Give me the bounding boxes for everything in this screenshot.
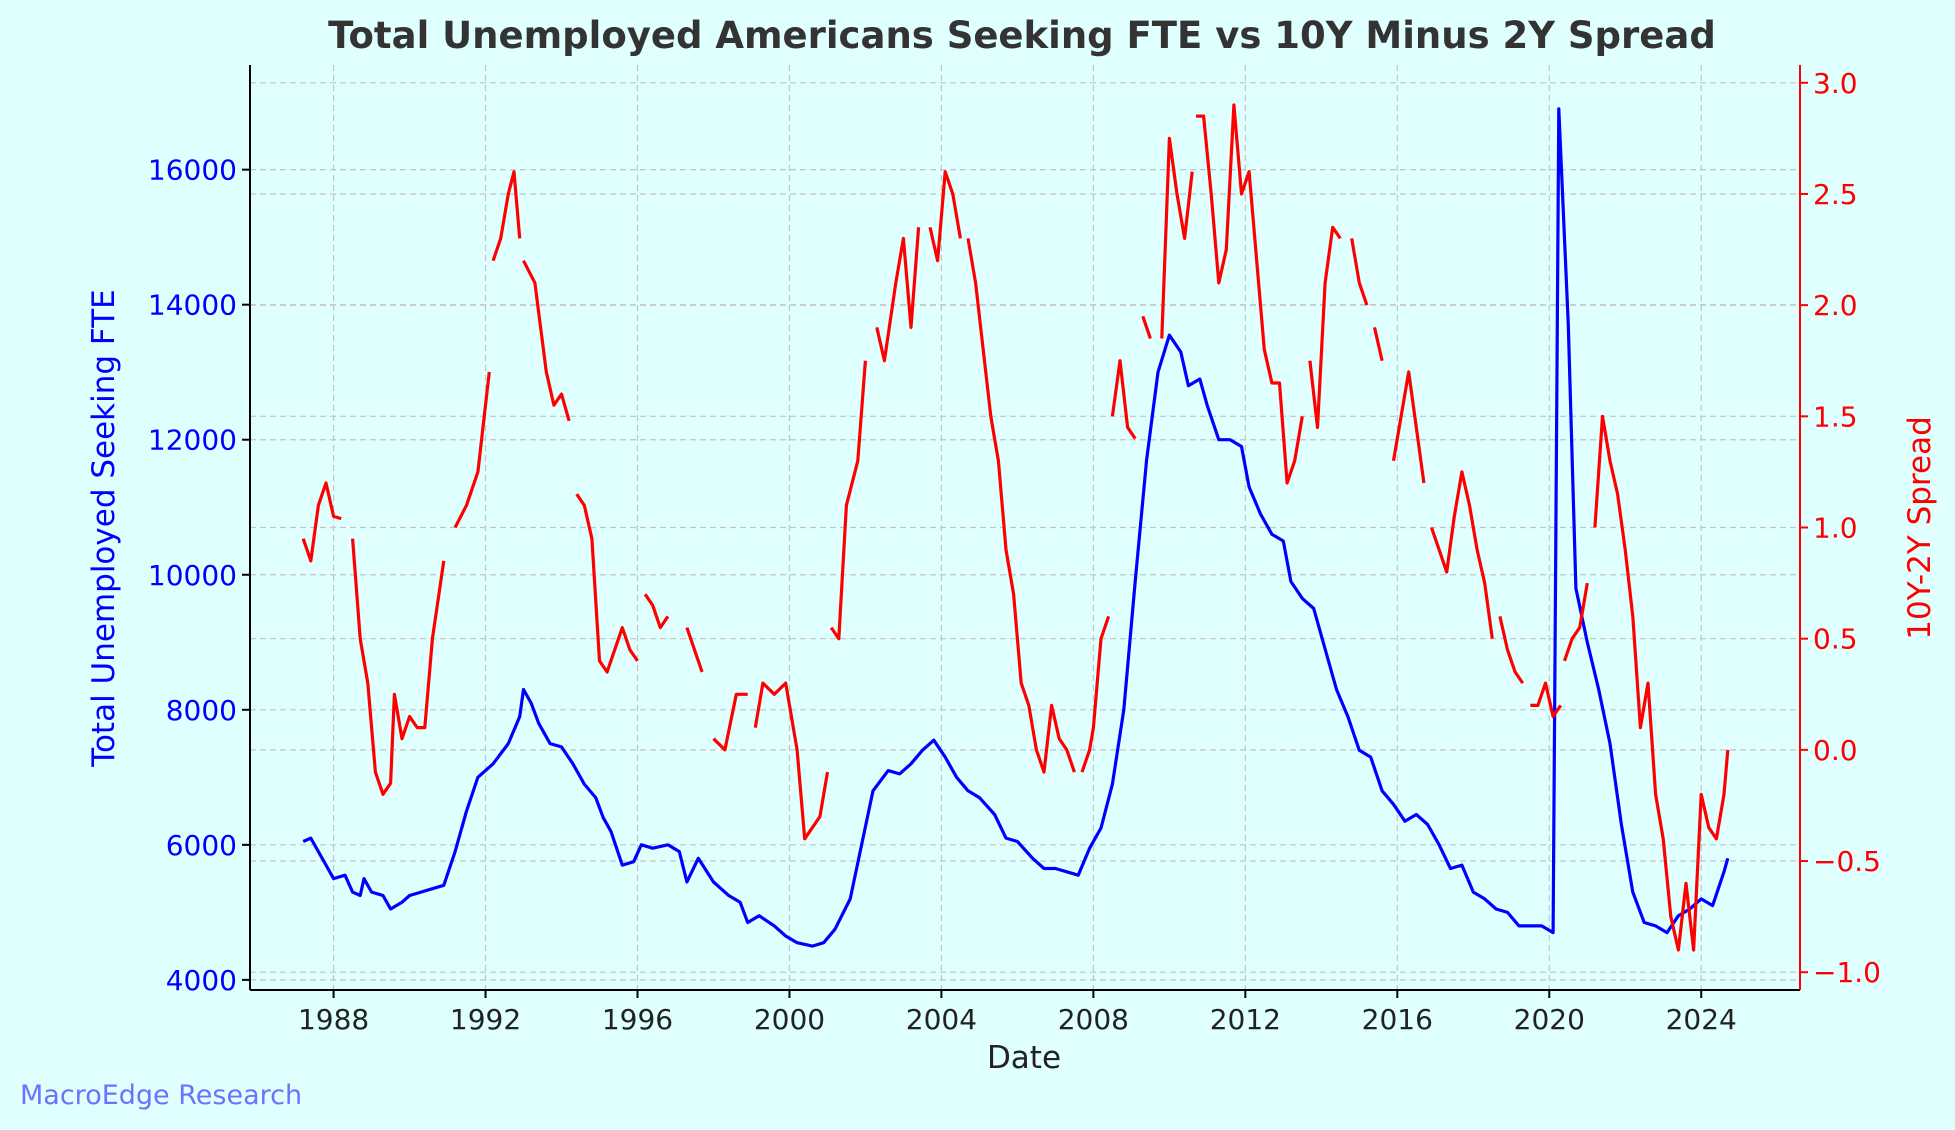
y-left-tick-label: 12000 (148, 424, 237, 457)
y-right-tick-label: 1.5 (1813, 400, 1858, 433)
x-tick-label: 2012 (1210, 1003, 1281, 1036)
y-right-tick-label: 1.0 (1813, 512, 1858, 545)
x-axis-ticks: 1988 1992 1996 2000 2004 2008 2012 2016 2020 2024 (298, 990, 1737, 1036)
spread-10y-2y-line (301, 103, 1730, 952)
y-left-tick-label: 6000 (166, 829, 237, 862)
watermark: MacroEdge Research (20, 1080, 302, 1111)
y-left-tick-label: 8000 (166, 694, 237, 727)
x-tick-label: 2004 (906, 1003, 977, 1036)
x-tick-label: 1992 (450, 1003, 521, 1036)
y-right-tick-label: 0.5 (1813, 623, 1858, 656)
y-left-tick-label: 10000 (148, 559, 237, 592)
unemployed-fte-line (302, 107, 1730, 948)
y-right-tick-label: 3.0 (1813, 67, 1858, 100)
y-left-axis-ticks: 4000 6000 8000 10000 12000 14000 16000 (148, 154, 250, 997)
gridlines (250, 65, 1800, 990)
series-layer (301, 103, 1730, 952)
y-left-tick-label: 4000 (166, 964, 237, 997)
y-left-tick-label: 14000 (148, 289, 237, 322)
y-right-tick-label: −0.5 (1813, 845, 1881, 878)
x-axis-label: Date (987, 1040, 1061, 1076)
x-tick-label: 1996 (602, 1003, 673, 1036)
y-right-tick-label: 2.0 (1813, 289, 1858, 322)
x-tick-label: 2016 (1362, 1003, 1433, 1036)
y-right-tick-label: −1.0 (1813, 956, 1881, 989)
x-tick-label: 1988 (298, 1003, 369, 1036)
y-left-axis-label: Total Unemployed Seeking FTE (86, 289, 122, 767)
x-tick-label: 2000 (754, 1003, 825, 1036)
y-left-tick-label: 16000 (148, 154, 237, 187)
x-tick-label: 2024 (1666, 1003, 1737, 1036)
y-right-axis-ticks: −1.0 −0.5 0.0 0.5 1.0 1.5 2.0 2.5 3.0 (1800, 67, 1881, 989)
y-right-axis-label: 10Y-2Y Spread (1902, 416, 1938, 640)
x-tick-label: 2020 (1514, 1003, 1585, 1036)
chart-title: Total Unemployed Americans Seeking FTE v… (328, 14, 1716, 57)
y-right-tick-label: 2.5 (1813, 178, 1858, 211)
x-tick-label: 2008 (1058, 1003, 1129, 1036)
y-right-tick-label: 0.0 (1813, 734, 1858, 767)
